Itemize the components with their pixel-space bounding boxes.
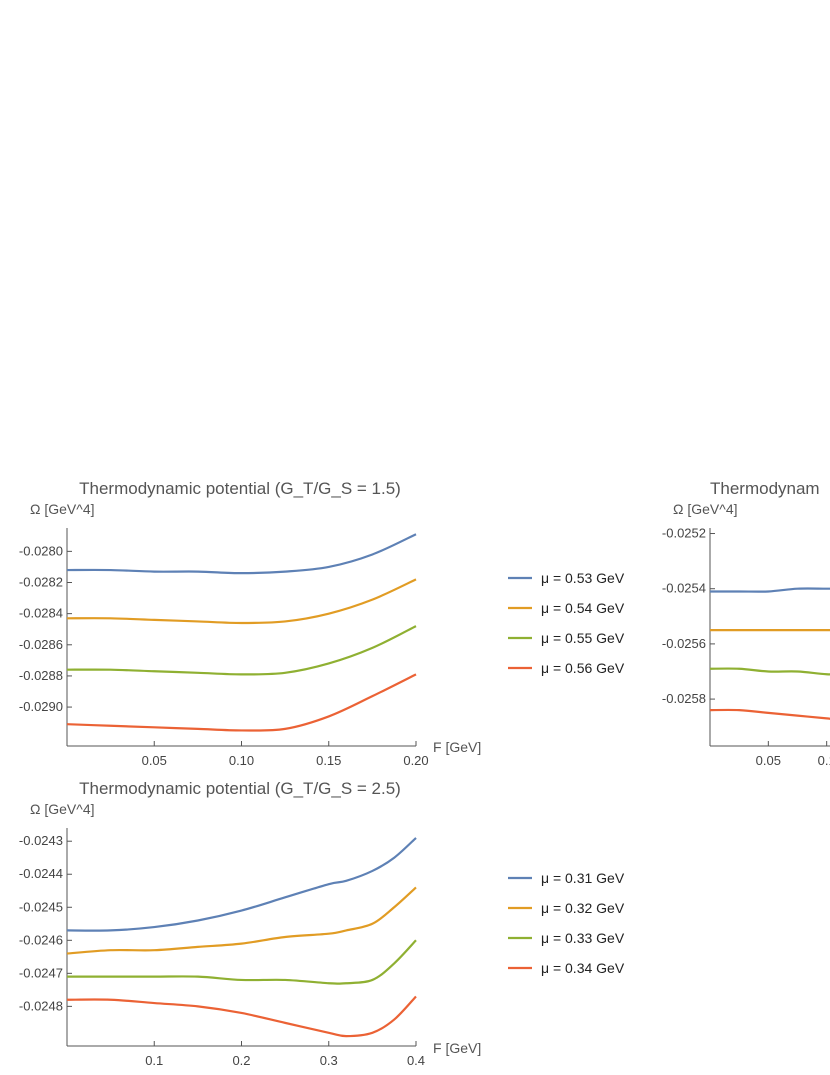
y-tick-label: -0.0284 bbox=[19, 606, 63, 621]
y-tick-label: -0.0282 bbox=[19, 575, 63, 590]
chart-3: Thermodynamic potential (G_T/G_S = 2.5) … bbox=[19, 779, 625, 1068]
y-tick-label: -0.0243 bbox=[19, 833, 63, 848]
y-tick-label: -0.0246 bbox=[19, 932, 63, 947]
series-line-3 bbox=[709, 667, 830, 676]
y-tick-label: -0.0288 bbox=[19, 668, 63, 683]
chart-2-title: Thermodynam bbox=[710, 479, 820, 498]
legend-label: μ = 0.53 GeV bbox=[541, 570, 625, 586]
y-tick-label: -0.0258 bbox=[662, 691, 706, 706]
series-line-1 bbox=[66, 533, 417, 575]
chart-3-title: Thermodynamic potential (G_T/G_S = 2.5) bbox=[79, 779, 401, 798]
series-line-4 bbox=[66, 673, 417, 732]
legend-label: μ = 0.56 GeV bbox=[541, 660, 625, 676]
series-line-3 bbox=[67, 939, 417, 985]
legend-label: μ = 0.33 GeV bbox=[541, 930, 625, 946]
x-tick-label: 0.10 bbox=[229, 753, 254, 768]
legend-label: μ = 0.32 GeV bbox=[541, 900, 625, 916]
series-line-1 bbox=[710, 587, 830, 593]
chart-3-x-axis-label: F [GeV] bbox=[433, 1040, 481, 1056]
series-line-4 bbox=[709, 708, 830, 720]
legend-label: μ = 0.54 GeV bbox=[541, 600, 625, 616]
chart-1: Thermodynamic potential (G_T/G_S = 1.5) … bbox=[19, 479, 625, 768]
x-tick-label: 0.1 bbox=[145, 1053, 163, 1068]
y-tick-label: -0.0290 bbox=[19, 699, 63, 714]
x-tick-label: 0.2 bbox=[232, 1053, 250, 1068]
x-tick-label: 0.4 bbox=[407, 1053, 425, 1068]
series-line-3 bbox=[66, 625, 417, 676]
y-tick-label: -0.0252 bbox=[662, 526, 706, 541]
series-line-4 bbox=[66, 995, 417, 1038]
y-tick-label: -0.0247 bbox=[19, 965, 63, 980]
legend-label: μ = 0.34 GeV bbox=[541, 960, 625, 976]
x-tick-label: 0.3 bbox=[320, 1053, 338, 1068]
chart-3-y-axis-label: Ω [GeV^4] bbox=[30, 801, 95, 817]
series-line-2 bbox=[66, 578, 417, 625]
legend-label: μ = 0.31 GeV bbox=[541, 870, 625, 886]
x-tick-label: 0.05 bbox=[142, 753, 167, 768]
x-tick-label: 0.05 bbox=[756, 753, 781, 768]
chart-1-y-axis-label: Ω [GeV^4] bbox=[30, 501, 95, 517]
y-tick-label: -0.0256 bbox=[662, 636, 706, 651]
y-tick-label: -0.0286 bbox=[19, 637, 63, 652]
y-tick-label: -0.0254 bbox=[662, 581, 706, 596]
x-tick-label: 0.20 bbox=[403, 753, 428, 768]
chart-2: Thermodynam Ω [GeV^4] -0.0252 -0.0254 -0.0… bbox=[662, 479, 830, 768]
chart-1-title: Thermodynamic potential (G_T/G_S = 1.5) bbox=[79, 479, 401, 498]
chart-2-y-axis-label: Ω [GeV^4] bbox=[673, 501, 738, 517]
y-tick-label: -0.0248 bbox=[19, 998, 63, 1013]
series-line-2 bbox=[66, 886, 417, 955]
x-tick-label: 0.1 bbox=[818, 753, 830, 768]
y-tick-label: -0.0245 bbox=[19, 899, 63, 914]
y-tick-label: -0.0244 bbox=[19, 866, 63, 881]
x-tick-label: 0.15 bbox=[316, 753, 341, 768]
y-tick-label: -0.0280 bbox=[19, 543, 63, 558]
series-line-1 bbox=[66, 837, 417, 932]
chart-1-x-axis-label: F [GeV] bbox=[433, 739, 481, 755]
legend-label: μ = 0.55 GeV bbox=[541, 630, 625, 646]
